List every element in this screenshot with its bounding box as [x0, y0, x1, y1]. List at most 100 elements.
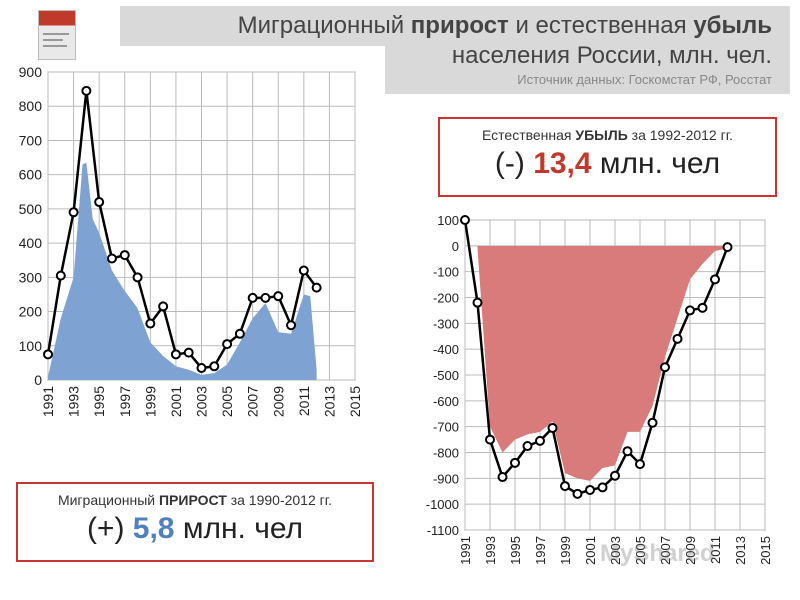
- title-bold-1: прирост: [410, 12, 509, 39]
- page-title-line1: Миграционный прирост и естественная убыл…: [238, 12, 772, 40]
- data-point: [273, 291, 284, 302]
- data-point: [722, 242, 733, 253]
- loss-value: 13,4: [533, 147, 592, 180]
- y-tick-label: -500: [433, 368, 459, 383]
- y-tick-label: 300: [19, 269, 43, 285]
- mig-unit: млн. чел: [182, 512, 304, 545]
- y-tick-label: -700: [433, 420, 459, 435]
- data-point: [81, 85, 92, 96]
- natural-loss-summary: Естественная УБЫЛЬ за 1992-2012 гг. (-) …: [438, 117, 777, 197]
- data-point: [196, 363, 207, 374]
- data-point: [119, 250, 130, 261]
- book-line: [43, 45, 67, 47]
- mig-total: (+) 5,8 млн. чел: [18, 512, 372, 546]
- title-text-1: Миграционный: [237, 12, 405, 39]
- data-point: [597, 482, 608, 493]
- line-series: [46, 90, 318, 370]
- data-point: [647, 417, 658, 428]
- x-tick-label: 2011: [708, 536, 723, 564]
- y-tick-label: 700: [19, 132, 43, 148]
- y-tick-label: 600: [19, 167, 43, 183]
- x-tick-label: 1999: [142, 386, 158, 417]
- mig-caption-period: за 1990-2012 гг.: [230, 492, 333, 508]
- data-point: [460, 215, 470, 225]
- data-point: [234, 328, 245, 339]
- book-cover-icon: [38, 10, 76, 60]
- loss-total: (-) 13,4 млн. чел: [440, 147, 775, 181]
- y-tick-label: 100: [437, 213, 459, 228]
- x-tick-label: 2011: [296, 386, 312, 416]
- data-point: [209, 361, 220, 372]
- data-point: [298, 265, 309, 276]
- data-point: [472, 297, 483, 308]
- data-point: [170, 349, 181, 360]
- x-tick-label: 2001: [583, 536, 598, 565]
- x-tick-label: 2013: [321, 386, 337, 417]
- data-point: [660, 362, 670, 373]
- x-tick-label: 2003: [194, 386, 210, 417]
- title-bold-2: убыль: [693, 12, 772, 39]
- data-point: [710, 274, 720, 285]
- x-tick-label: 2007: [245, 386, 261, 417]
- y-tick-label: -1000: [426, 497, 459, 512]
- title-text-2: и естественная: [515, 12, 687, 39]
- x-tick-label: 2005: [633, 536, 648, 565]
- y-tick-label: 900: [19, 64, 43, 80]
- migration-gain-summary: Миграционный ПРИРОСТ за 1990-2012 гг. (+…: [16, 482, 374, 562]
- data-point: [497, 472, 508, 483]
- data-point: [286, 320, 297, 331]
- data-point: [572, 488, 583, 499]
- x-tick-label: 1995: [91, 386, 107, 417]
- data-point: [158, 301, 169, 312]
- source-note: Источник данных: Госкомстат РФ, Росстат: [517, 72, 772, 87]
- y-tick-label: -300: [433, 316, 459, 331]
- data-point: [68, 207, 79, 218]
- natural-loss-chart: 100 0 -100 -200 -300 -400 -500 -600 -700 -800 -900…: [426, 213, 773, 565]
- loss-unit: млн. чел: [599, 147, 721, 180]
- x-tick-label: 2013: [733, 536, 748, 565]
- data-point: [311, 282, 322, 293]
- data-point: [610, 470, 620, 481]
- x-tick-label: 2009: [270, 386, 286, 417]
- data-point: [94, 197, 105, 208]
- data-point: [635, 459, 645, 470]
- data-point: [132, 272, 143, 283]
- data-point: [522, 441, 533, 452]
- y-tick-label: 0: [452, 239, 459, 254]
- data-point: [106, 253, 117, 264]
- data-point: [485, 434, 495, 445]
- y-tick-label: -100: [433, 265, 459, 280]
- data-point: [55, 270, 66, 281]
- y-tick-label: -600: [433, 394, 459, 409]
- book-line: [43, 39, 63, 41]
- x-tick-label: 2005: [219, 386, 235, 417]
- line-series: [463, 219, 729, 496]
- data-point: [622, 446, 633, 457]
- y-tick-label: 500: [19, 201, 43, 217]
- mig-caption-bold: ПРИРОСТ: [158, 492, 227, 508]
- data-point: [260, 292, 271, 303]
- y-tick-label: 200: [19, 304, 43, 320]
- mig-sign: (+): [86, 512, 125, 545]
- loss-caption-text: Естественная: [481, 127, 572, 143]
- x-tick-label: 1993: [483, 536, 498, 565]
- x-tick-label: 2003: [608, 536, 623, 565]
- data-point: [183, 347, 194, 358]
- x-tick-label: 1991: [40, 386, 56, 417]
- area-series: [477, 245, 728, 481]
- x-tick-label: 1995: [508, 536, 523, 565]
- x-tick-label: 1991: [458, 536, 473, 565]
- x-tick-label: 1997: [117, 386, 133, 417]
- y-tick-label: 100: [19, 338, 43, 354]
- y-tick-label: -400: [433, 342, 459, 357]
- loss-caption-bold: УБЫЛЬ: [575, 127, 628, 143]
- mig-caption: Миграционный ПРИРОСТ за 1990-2012 гг.: [18, 492, 372, 508]
- migration-chart: 0 100 200 300 400 500 600 700 800 900 1991 1993 1995…: [19, 64, 363, 417]
- data-point: [247, 292, 258, 303]
- y-tick-label: 400: [19, 235, 43, 251]
- x-tick-label: 1997: [533, 536, 548, 565]
- loss-caption: Естественная УБЫЛЬ за 1992-2012 гг.: [440, 127, 775, 143]
- x-tick-label: 2009: [683, 536, 698, 565]
- watermark: MyShared: [600, 540, 715, 567]
- x-tick-label: 1993: [66, 386, 82, 417]
